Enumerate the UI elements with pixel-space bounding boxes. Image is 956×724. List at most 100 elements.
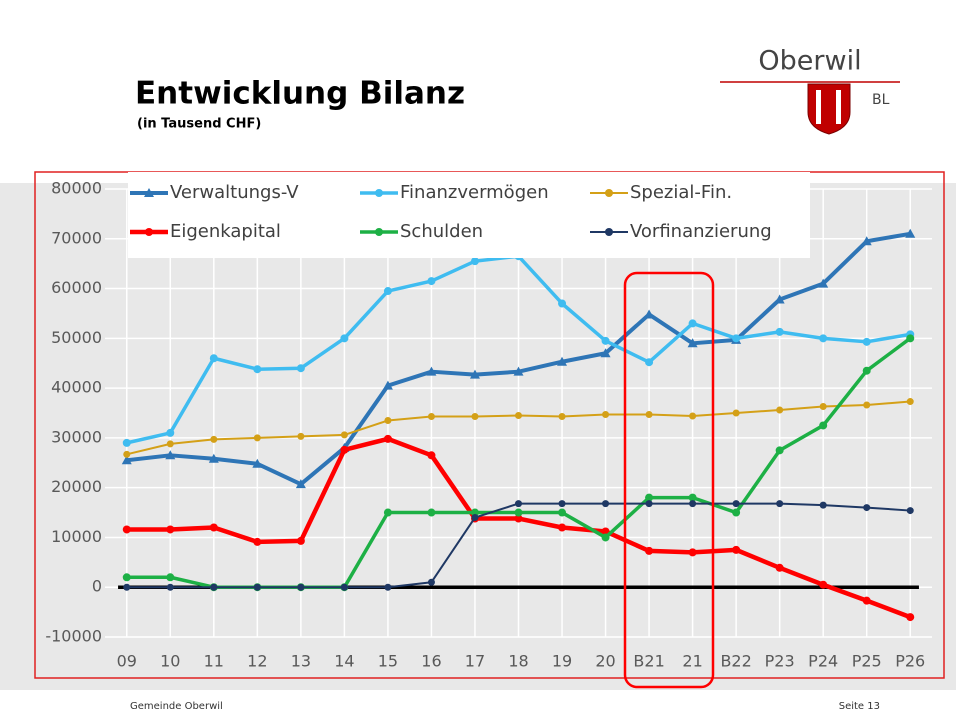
marker	[383, 434, 392, 443]
marker	[819, 334, 828, 343]
legend-label: Vorfinanzierung	[630, 221, 772, 242]
marker	[383, 287, 392, 296]
legend-label: Verwaltungs-V	[170, 182, 299, 203]
plot: -10000 0 10000 20000 30000 40000 50000 60000 700…	[45, 172, 932, 671]
logo-shield	[807, 83, 851, 135]
marker	[645, 493, 654, 502]
marker	[776, 406, 784, 414]
marker	[906, 398, 914, 406]
x-tick-label: 18	[508, 652, 528, 671]
x-tick-label: 15	[378, 652, 398, 671]
marker	[863, 401, 871, 409]
marker	[426, 366, 437, 376]
x-tick-label: 11	[204, 652, 224, 671]
marker	[384, 583, 392, 591]
marker	[123, 450, 131, 458]
chart-subtitle: (in Tausend CHF)	[137, 117, 261, 132]
marker	[687, 338, 698, 348]
marker	[558, 500, 566, 508]
marker	[384, 416, 392, 424]
marker	[774, 294, 785, 304]
marker	[905, 228, 916, 238]
legend-box	[128, 172, 810, 258]
marker	[775, 563, 784, 572]
marker	[732, 409, 740, 417]
marker	[383, 508, 392, 517]
marker	[208, 453, 219, 463]
logo-region: BL	[872, 92, 890, 108]
marker	[340, 445, 349, 454]
marker	[210, 583, 218, 591]
y-tick-label: 80000	[51, 179, 102, 198]
marker	[375, 228, 383, 236]
marker	[515, 411, 522, 419]
marker	[605, 189, 613, 197]
x-tick-label: 20	[595, 652, 615, 671]
marker	[689, 412, 697, 420]
y-tick-label: 50000	[51, 328, 102, 347]
marker	[644, 309, 655, 319]
marker	[296, 364, 305, 373]
marker	[253, 583, 261, 591]
marker	[819, 421, 828, 430]
marker	[732, 545, 741, 554]
marker	[144, 188, 154, 197]
x-tick-label: 19	[552, 652, 572, 671]
marker	[253, 365, 262, 374]
marker	[375, 189, 383, 197]
marker	[819, 501, 827, 509]
x-tick-label: 21	[682, 652, 702, 671]
marker	[732, 334, 741, 343]
marker	[296, 536, 305, 545]
marker	[121, 455, 132, 465]
marker	[471, 514, 479, 522]
marker	[732, 508, 741, 517]
x-tick-label: 12	[247, 652, 267, 671]
x-tick-label: 14	[334, 652, 354, 671]
marker	[775, 446, 784, 455]
marker	[470, 508, 479, 517]
marker	[253, 537, 262, 546]
marker	[863, 504, 871, 512]
marker	[605, 228, 613, 236]
x-tick-label: B22	[720, 652, 751, 671]
chart-title: Entwicklung Bilanz	[135, 76, 465, 112]
legend-label: Eigenkapital	[170, 221, 281, 242]
y-tick-label: 10000	[51, 527, 102, 546]
x-tick-label: 13	[291, 652, 311, 671]
marker	[558, 412, 566, 420]
x-tick-label: 09	[117, 652, 137, 671]
x-tick-label: P25	[852, 652, 882, 671]
legend-label: Schulden	[400, 221, 483, 242]
y-tick-label: 30000	[51, 427, 102, 446]
x-tick-label: 16	[421, 652, 441, 671]
marker	[340, 334, 349, 343]
x-tick-label: P23	[765, 652, 795, 671]
marker	[210, 435, 218, 443]
footer-right: Seite 13	[839, 701, 880, 712]
marker	[689, 500, 697, 508]
marker	[469, 369, 480, 379]
marker	[601, 533, 610, 542]
marker	[252, 458, 263, 468]
x-tick-label: P26	[895, 652, 925, 671]
marker	[601, 336, 610, 345]
marker	[645, 358, 654, 367]
marker	[514, 508, 523, 517]
marker	[862, 366, 871, 375]
marker	[558, 523, 567, 532]
marker	[166, 583, 174, 591]
marker	[427, 578, 435, 586]
logo: Oberwil BL	[720, 46, 900, 135]
marker	[645, 500, 653, 508]
logo-name: Oberwil	[758, 46, 861, 77]
marker	[602, 410, 610, 418]
footer-left: Gemeinde Oberwil	[130, 701, 223, 712]
marker	[688, 548, 697, 557]
marker	[427, 508, 436, 517]
marker	[645, 410, 653, 418]
marker	[600, 348, 611, 358]
marker	[209, 354, 218, 363]
logo-key	[836, 90, 841, 124]
